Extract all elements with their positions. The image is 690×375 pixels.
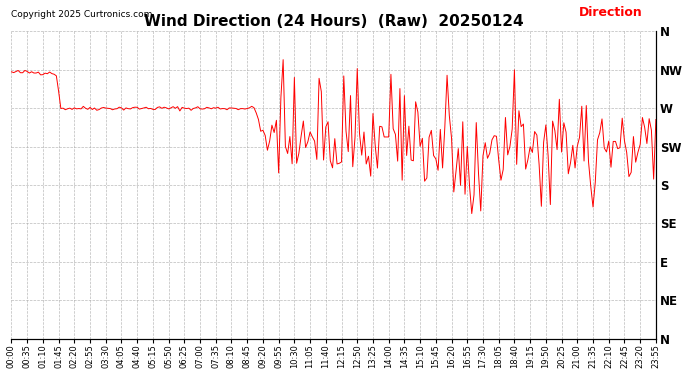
Text: Copyright 2025 Curtronics.com: Copyright 2025 Curtronics.com — [12, 10, 152, 19]
Title: Wind Direction (24 Hours)  (Raw)  20250124: Wind Direction (24 Hours) (Raw) 20250124 — [144, 14, 524, 29]
Text: Direction: Direction — [579, 6, 643, 19]
